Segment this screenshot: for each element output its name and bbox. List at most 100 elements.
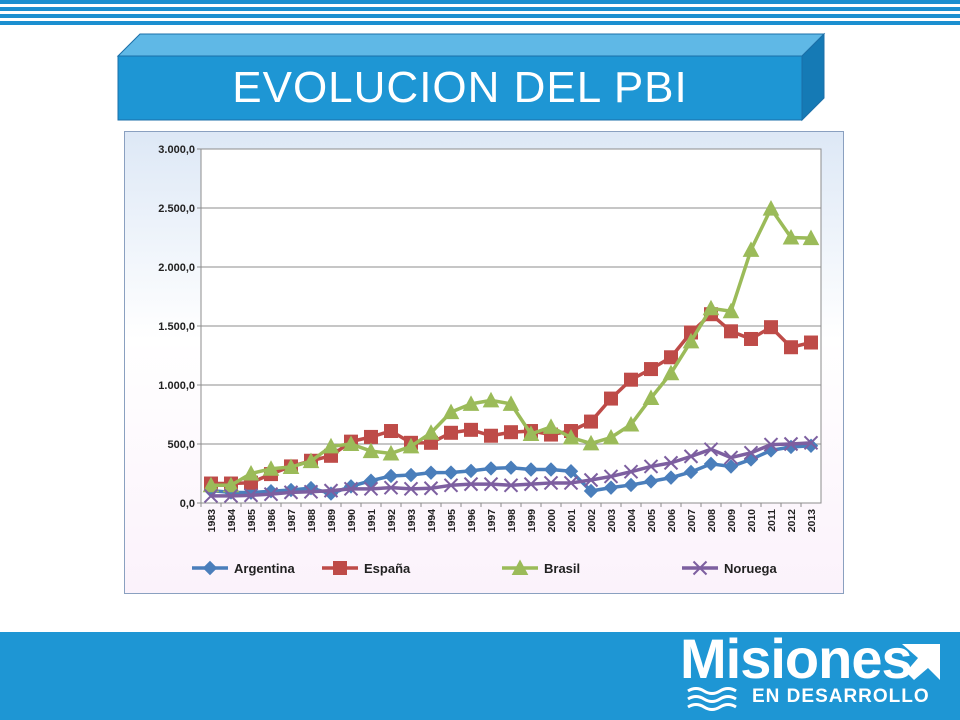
x-tick-label: 1999 xyxy=(526,509,538,533)
x-marker-stroke xyxy=(323,483,339,498)
data-point-espaa xyxy=(484,428,498,443)
data-point-argentina xyxy=(643,474,659,489)
x-marker-stroke xyxy=(243,488,259,503)
y-tick-label: 2.500,0 xyxy=(158,203,195,215)
data-point-argentina xyxy=(383,468,399,484)
legend-marker-argentina xyxy=(202,560,218,576)
x-tick-label: 2005 xyxy=(646,509,658,533)
data-point-brasil xyxy=(202,476,220,493)
data-point-noruega xyxy=(343,481,359,497)
x-marker-stroke xyxy=(743,445,759,461)
data-point-brasil xyxy=(622,415,640,432)
x-marker-stroke xyxy=(303,484,319,499)
y-tick-label: 500,0 xyxy=(167,439,195,451)
data-point-brasil xyxy=(422,424,440,440)
y-tick-label: 0,0 xyxy=(180,498,195,510)
x-marker-stroke xyxy=(623,464,639,479)
data-point-espaa xyxy=(744,331,758,346)
x-tick-label: 1992 xyxy=(386,509,398,533)
data-point-brasil xyxy=(722,302,740,319)
data-point-espaa xyxy=(384,424,398,439)
x-marker-stroke xyxy=(463,476,479,492)
data-point-noruega xyxy=(763,437,779,452)
x-tick-label: 2004 xyxy=(626,509,638,533)
data-point-noruega xyxy=(603,469,619,484)
x-marker-stroke xyxy=(763,437,779,452)
data-point-espaa xyxy=(724,324,738,339)
data-point-noruega xyxy=(703,442,719,457)
data-point-brasil xyxy=(282,458,300,475)
y-tick-label: 1.500,0 xyxy=(158,321,195,333)
x-tick-label: 2000 xyxy=(546,509,558,533)
x-tick-label: 1989 xyxy=(326,509,338,533)
x-marker-stroke xyxy=(403,481,419,497)
data-point-brasil xyxy=(242,464,260,481)
x-marker-stroke xyxy=(443,478,459,493)
x-tick-label: 2008 xyxy=(706,509,718,533)
x-marker-stroke xyxy=(523,476,539,492)
logo-waves-icon xyxy=(687,687,737,711)
x-tick-label: 2012 xyxy=(786,509,798,533)
data-point-argentina xyxy=(663,470,679,485)
data-point-brasil xyxy=(482,391,500,408)
x-marker-stroke xyxy=(803,435,819,451)
data-point-noruega xyxy=(743,445,759,461)
x-tick-label: 2001 xyxy=(566,509,578,533)
x-marker-stroke xyxy=(783,436,799,452)
x-tick-label: 1983 xyxy=(206,509,218,533)
data-point-argentina xyxy=(723,459,739,474)
x-tick-label: 2003 xyxy=(606,509,618,533)
x-marker-stroke xyxy=(692,560,708,576)
x-tick-label: 2011 xyxy=(766,509,778,532)
x-tick-label: 1995 xyxy=(446,509,458,533)
x-tick-label: 1997 xyxy=(486,509,498,533)
data-point-noruega xyxy=(283,485,299,500)
data-point-espaa xyxy=(584,414,598,429)
x-marker-stroke xyxy=(583,472,599,488)
x-marker-stroke xyxy=(643,459,659,474)
data-point-brasil xyxy=(302,452,320,469)
data-point-brasil xyxy=(662,364,680,381)
data-point-brasil xyxy=(442,403,460,420)
x-tick-label: 1987 xyxy=(286,509,298,533)
data-point-espaa xyxy=(504,425,518,440)
data-point-noruega xyxy=(483,476,499,492)
data-point-brasil xyxy=(782,228,800,245)
footer-bar xyxy=(0,632,960,720)
data-point-noruega xyxy=(243,488,259,503)
data-point-argentina xyxy=(683,464,699,480)
data-point-brasil xyxy=(362,442,380,459)
legend-label-argentina: Argentina xyxy=(234,561,295,576)
y-tick-label: 1.000,0 xyxy=(158,380,195,392)
x-tick-label: 2009 xyxy=(726,509,738,533)
data-point-noruega xyxy=(443,478,459,493)
data-point-brasil xyxy=(742,241,760,257)
x-marker-stroke xyxy=(723,450,739,465)
x-marker-stroke xyxy=(703,442,719,457)
x-tick-label: 2013 xyxy=(806,509,818,533)
data-point-noruega xyxy=(403,481,419,497)
x-tick-label: 2006 xyxy=(666,509,678,533)
data-point-noruega xyxy=(263,486,279,502)
data-point-espaa xyxy=(364,429,378,444)
logo-arrow-icon xyxy=(902,644,940,680)
data-point-brasil xyxy=(702,299,720,316)
x-marker-stroke xyxy=(503,478,519,493)
data-point-espaa xyxy=(764,320,778,335)
data-point-brasil xyxy=(802,229,820,246)
x-tick-label: 1985 xyxy=(246,509,258,533)
data-point-noruega xyxy=(623,464,639,479)
x-marker-stroke xyxy=(563,475,579,491)
x-marker-stroke xyxy=(383,480,399,495)
data-point-argentina xyxy=(703,456,719,472)
data-point-noruega xyxy=(643,459,659,474)
data-point-noruega xyxy=(363,481,379,497)
x-marker-stroke xyxy=(203,488,219,504)
data-point-noruega xyxy=(303,484,319,499)
data-point-noruega xyxy=(663,455,679,471)
logo-tagline: EN DESARROLLO xyxy=(752,686,930,707)
x-marker-stroke xyxy=(483,476,499,492)
x-marker-stroke xyxy=(283,485,299,500)
data-point-argentina xyxy=(423,465,439,480)
data-point-argentina xyxy=(503,460,519,475)
